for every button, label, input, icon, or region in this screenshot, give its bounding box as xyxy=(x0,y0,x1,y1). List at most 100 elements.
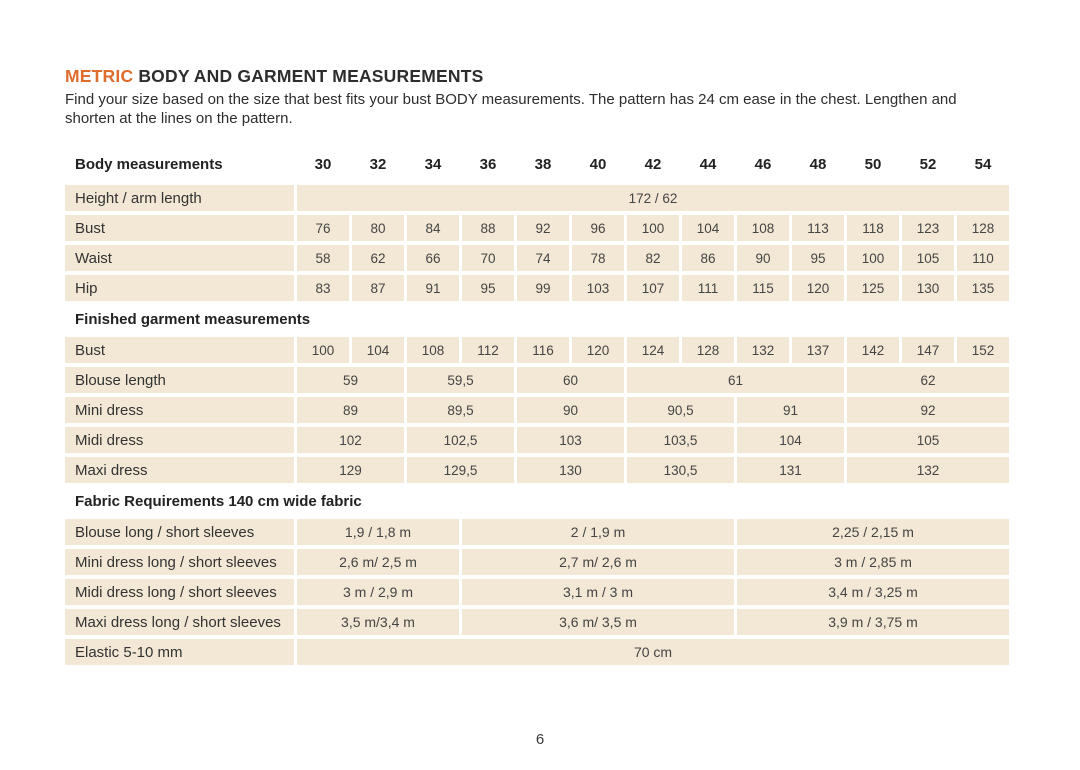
table-header-label: Body measurements xyxy=(75,155,223,173)
table-cell: 80 xyxy=(352,215,404,241)
title-main: BODY AND GARMENT MEASUREMENTS xyxy=(138,66,484,86)
table-cell: 3 m / 2,9 m xyxy=(297,579,459,605)
table-cell: 70 xyxy=(462,245,514,271)
table-cell: 87 xyxy=(352,275,404,301)
row-label: Midi dress long / short sleeves xyxy=(65,579,294,605)
column-header-size: 30 xyxy=(314,155,332,173)
table-cell: 62 xyxy=(352,245,404,271)
table-cell: 115 xyxy=(737,275,789,301)
table-cell: 135 xyxy=(957,275,1009,301)
table-cell: 92 xyxy=(847,397,1009,423)
table-cell: 90 xyxy=(737,245,789,271)
row-label: Elastic 5-10 mm xyxy=(65,639,294,665)
table-cell: 100 xyxy=(627,215,679,241)
table-cell: 91 xyxy=(407,275,459,301)
table-cell: 132 xyxy=(737,337,789,363)
column-header-size: 44 xyxy=(699,155,717,173)
table-cell: 2 / 1,9 m xyxy=(462,519,734,545)
column-header-size: 50 xyxy=(864,155,882,173)
table-row: Elastic 5-10 mm 70 cm xyxy=(65,639,1009,665)
table-cell: 2,7 m/ 2,6 m xyxy=(462,549,734,575)
table-cell: 104 xyxy=(682,215,734,241)
table-cell: 172 / 62 xyxy=(297,185,1009,211)
table-cell: 3,9 m / 3,75 m xyxy=(737,609,1009,635)
column-header-size: 52 xyxy=(919,155,937,173)
table-cell: 91 xyxy=(737,397,844,423)
table-cell: 123 xyxy=(902,215,954,241)
table-cell: 142 xyxy=(847,337,899,363)
table-cell: 128 xyxy=(957,215,1009,241)
table-cell: 76 xyxy=(297,215,349,241)
table-cell: 84 xyxy=(407,215,459,241)
table-cell: 132 xyxy=(847,457,1009,483)
table-cell: 92 xyxy=(517,215,569,241)
column-header-size: 48 xyxy=(809,155,827,173)
table-row: Mini dress long / short sleeves 2,6 m/ 2,… xyxy=(65,549,1009,575)
table-cell: 104 xyxy=(737,427,844,453)
table-cell: 111 xyxy=(682,275,734,301)
table-header-row: Body measurements 30 32 34 36 38 40 42 44 46 48 50 5… xyxy=(65,150,1009,178)
intro-text: Find your size based on the size that be… xyxy=(65,90,1015,128)
table-cell: 108 xyxy=(407,337,459,363)
table-cell: 3,1 m / 3 m xyxy=(462,579,734,605)
table-row: Height / arm length 172 / 62 xyxy=(65,185,1009,211)
row-label: Waist xyxy=(65,245,294,271)
row-label: Hip xyxy=(65,275,294,301)
table-cell: 130 xyxy=(517,457,624,483)
table-cell: 66 xyxy=(407,245,459,271)
table-cell: 89,5 xyxy=(407,397,514,423)
table-cell: 147 xyxy=(902,337,954,363)
table-cell: 2,25 / 2,15 m xyxy=(737,519,1009,545)
row-label: Maxi dress long / short sleeves xyxy=(65,609,294,635)
table-cell: 110 xyxy=(957,245,1009,271)
table-cell: 130 xyxy=(902,275,954,301)
table-cell: 125 xyxy=(847,275,899,301)
table-row: Hip 83 87 91 95 99 103 107 111 115 120 125 130 135 xyxy=(65,275,1009,301)
column-header-size: 40 xyxy=(589,155,607,173)
table-cell: 105 xyxy=(847,427,1009,453)
table-cell: 95 xyxy=(462,275,514,301)
table-cell: 113 xyxy=(792,215,844,241)
table-cell: 100 xyxy=(847,245,899,271)
table-cell: 104 xyxy=(352,337,404,363)
column-header-size: 54 xyxy=(974,155,992,173)
table-cell: 62 xyxy=(847,367,1009,393)
table-row: Midi dress long / short sleeves 3 m / 2,9… xyxy=(65,579,1009,605)
table-cell: 3,4 m / 3,25 m xyxy=(737,579,1009,605)
table-cell: 99 xyxy=(517,275,569,301)
column-header-size: 34 xyxy=(424,155,442,173)
table-cell: 74 xyxy=(517,245,569,271)
table-cell: 116 xyxy=(517,337,569,363)
table-cell: 102,5 xyxy=(407,427,514,453)
table-cell: 103,5 xyxy=(627,427,734,453)
table-row: Midi dress 102 102,5 103 103,5 104 105 xyxy=(65,427,1009,453)
column-header-size: 42 xyxy=(644,155,662,173)
table-cell: 108 xyxy=(737,215,789,241)
row-label: Blouse long / short sleeves xyxy=(65,519,294,545)
column-header-size: 36 xyxy=(479,155,497,173)
table-cell: 152 xyxy=(957,337,1009,363)
table-cell: 96 xyxy=(572,215,624,241)
row-label: Blouse length xyxy=(65,367,294,393)
table-cell: 107 xyxy=(627,275,679,301)
table-cell: 2,6 m/ 2,5 m xyxy=(297,549,459,575)
table-cell: 3,5 m/3,4 m xyxy=(297,609,459,635)
table-cell: 88 xyxy=(462,215,514,241)
table-row: Bust 76 80 84 88 92 96 100 104 108 113 118 123 128 xyxy=(65,215,1009,241)
table-row: Blouse length 59 59,5 60 61 62 xyxy=(65,367,1009,393)
table-cell: 95 xyxy=(792,245,844,271)
table-cell: 1,9 / 1,8 m xyxy=(297,519,459,545)
measurement-table: Body measurements 30 32 34 36 38 40 42 44 46 48 50 5… xyxy=(65,150,1009,669)
table-cell: 82 xyxy=(627,245,679,271)
row-label: Mini dress xyxy=(65,397,294,423)
table-cell: 103 xyxy=(572,275,624,301)
page-number: 6 xyxy=(535,731,545,748)
row-label: Bust xyxy=(65,337,294,363)
table-cell: 129,5 xyxy=(407,457,514,483)
table-cell: 59,5 xyxy=(407,367,514,393)
table-cell: 112 xyxy=(462,337,514,363)
table-cell: 130,5 xyxy=(627,457,734,483)
table-cell: 105 xyxy=(902,245,954,271)
